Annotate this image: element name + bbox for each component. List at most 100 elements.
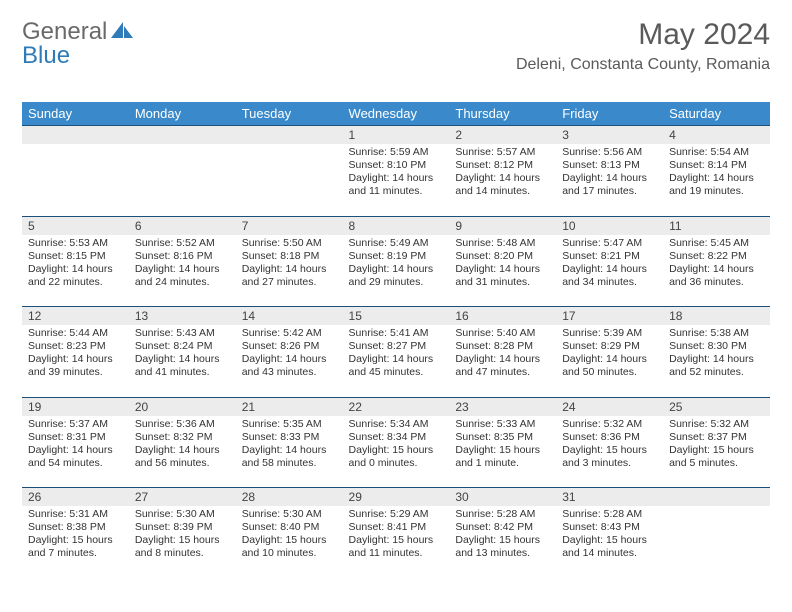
- day-detail-line: Daylight: 15 hours and 11 minutes.: [349, 534, 444, 560]
- day-details: Sunrise: 5:56 AMSunset: 8:13 PMDaylight:…: [562, 146, 657, 199]
- day-body-cell: Sunrise: 5:35 AMSunset: 8:33 PMDaylight:…: [236, 416, 343, 488]
- day-detail-line: Daylight: 14 hours and 58 minutes.: [242, 444, 337, 470]
- day-detail-line: Sunrise: 5:47 AM: [562, 237, 657, 250]
- day-number-cell: 24: [556, 397, 663, 416]
- day-detail-line: Daylight: 14 hours and 29 minutes.: [349, 263, 444, 289]
- day-number-row: 19202122232425: [22, 397, 770, 416]
- weekday-header: Sunday: [22, 102, 129, 126]
- day-body-cell: Sunrise: 5:47 AMSunset: 8:21 PMDaylight:…: [556, 235, 663, 307]
- day-number-cell: [663, 488, 770, 507]
- day-detail-line: Sunset: 8:40 PM: [242, 521, 337, 534]
- day-detail-line: Daylight: 15 hours and 0 minutes.: [349, 444, 444, 470]
- day-number-cell: 17: [556, 307, 663, 326]
- day-number-cell: 27: [129, 488, 236, 507]
- day-detail-line: Sunrise: 5:35 AM: [242, 418, 337, 431]
- day-detail-line: Sunset: 8:14 PM: [669, 159, 764, 172]
- day-details: Sunrise: 5:28 AMSunset: 8:42 PMDaylight:…: [455, 508, 550, 561]
- day-detail-line: Daylight: 14 hours and 56 minutes.: [135, 444, 230, 470]
- day-body-cell: Sunrise: 5:30 AMSunset: 8:40 PMDaylight:…: [236, 506, 343, 578]
- day-details: Sunrise: 5:30 AMSunset: 8:39 PMDaylight:…: [135, 508, 230, 561]
- day-detail-line: Daylight: 14 hours and 31 minutes.: [455, 263, 550, 289]
- day-detail-line: Sunrise: 5:50 AM: [242, 237, 337, 250]
- day-detail-line: Sunset: 8:41 PM: [349, 521, 444, 534]
- day-detail-line: Sunset: 8:15 PM: [28, 250, 123, 263]
- day-details: Sunrise: 5:29 AMSunset: 8:41 PMDaylight:…: [349, 508, 444, 561]
- weekday-header-row: Sunday Monday Tuesday Wednesday Thursday…: [22, 102, 770, 126]
- day-number-cell: 9: [449, 216, 556, 235]
- day-number-cell: [129, 126, 236, 145]
- day-detail-line: Sunset: 8:12 PM: [455, 159, 550, 172]
- day-details: Sunrise: 5:44 AMSunset: 8:23 PMDaylight:…: [28, 327, 123, 380]
- day-number-cell: 5: [22, 216, 129, 235]
- day-details: Sunrise: 5:36 AMSunset: 8:32 PMDaylight:…: [135, 418, 230, 471]
- day-detail-line: Daylight: 14 hours and 34 minutes.: [562, 263, 657, 289]
- day-detail-line: Sunrise: 5:37 AM: [28, 418, 123, 431]
- location-label: Deleni, Constanta County, Romania: [516, 56, 770, 74]
- calendar-body: 1234Sunrise: 5:59 AMSunset: 8:10 PMDayli…: [22, 126, 770, 579]
- day-body-cell: Sunrise: 5:52 AMSunset: 8:16 PMDaylight:…: [129, 235, 236, 307]
- month-title: May 2024: [516, 18, 770, 52]
- day-body-cell: Sunrise: 5:43 AMSunset: 8:24 PMDaylight:…: [129, 325, 236, 397]
- day-number-cell: 19: [22, 397, 129, 416]
- day-detail-line: Daylight: 14 hours and 45 minutes.: [349, 353, 444, 379]
- day-details: Sunrise: 5:57 AMSunset: 8:12 PMDaylight:…: [455, 146, 550, 199]
- day-number-cell: 23: [449, 397, 556, 416]
- day-detail-line: Daylight: 14 hours and 36 minutes.: [669, 263, 764, 289]
- day-detail-line: Daylight: 15 hours and 10 minutes.: [242, 534, 337, 560]
- day-number-cell: 28: [236, 488, 343, 507]
- day-number-cell: 18: [663, 307, 770, 326]
- day-detail-line: Daylight: 14 hours and 27 minutes.: [242, 263, 337, 289]
- day-number-cell: 22: [343, 397, 450, 416]
- day-body-cell: Sunrise: 5:57 AMSunset: 8:12 PMDaylight:…: [449, 144, 556, 216]
- day-detail-line: Sunset: 8:42 PM: [455, 521, 550, 534]
- day-details: Sunrise: 5:33 AMSunset: 8:35 PMDaylight:…: [455, 418, 550, 471]
- day-number-cell: 29: [343, 488, 450, 507]
- day-body-cell: Sunrise: 5:38 AMSunset: 8:30 PMDaylight:…: [663, 325, 770, 397]
- day-detail-line: Daylight: 15 hours and 3 minutes.: [562, 444, 657, 470]
- day-body-cell: Sunrise: 5:30 AMSunset: 8:39 PMDaylight:…: [129, 506, 236, 578]
- day-number-cell: 14: [236, 307, 343, 326]
- day-detail-line: Sunrise: 5:59 AM: [349, 146, 444, 159]
- calendar-table: Sunday Monday Tuesday Wednesday Thursday…: [22, 102, 770, 578]
- day-detail-line: Sunrise: 5:31 AM: [28, 508, 123, 521]
- day-number-cell: 4: [663, 126, 770, 145]
- day-detail-line: Sunset: 8:29 PM: [562, 340, 657, 353]
- day-detail-line: Daylight: 14 hours and 54 minutes.: [28, 444, 123, 470]
- weekday-header: Tuesday: [236, 102, 343, 126]
- day-detail-line: Sunset: 8:34 PM: [349, 431, 444, 444]
- weekday-header: Monday: [129, 102, 236, 126]
- day-detail-line: Sunrise: 5:28 AM: [455, 508, 550, 521]
- day-body-cell: Sunrise: 5:32 AMSunset: 8:37 PMDaylight:…: [663, 416, 770, 488]
- day-detail-line: Sunrise: 5:54 AM: [669, 146, 764, 159]
- day-body-cell: Sunrise: 5:48 AMSunset: 8:20 PMDaylight:…: [449, 235, 556, 307]
- day-body-cell: [663, 506, 770, 578]
- day-details: Sunrise: 5:32 AMSunset: 8:36 PMDaylight:…: [562, 418, 657, 471]
- day-details: Sunrise: 5:43 AMSunset: 8:24 PMDaylight:…: [135, 327, 230, 380]
- day-number-cell: [236, 126, 343, 145]
- day-detail-line: Sunrise: 5:48 AM: [455, 237, 550, 250]
- day-detail-line: Sunrise: 5:57 AM: [455, 146, 550, 159]
- day-details: Sunrise: 5:52 AMSunset: 8:16 PMDaylight:…: [135, 237, 230, 290]
- day-body-cell: [129, 144, 236, 216]
- day-detail-line: Sunset: 8:30 PM: [669, 340, 764, 353]
- day-detail-line: Sunrise: 5:49 AM: [349, 237, 444, 250]
- day-body-cell: Sunrise: 5:49 AMSunset: 8:19 PMDaylight:…: [343, 235, 450, 307]
- day-number-cell: 3: [556, 126, 663, 145]
- day-details: Sunrise: 5:38 AMSunset: 8:30 PMDaylight:…: [669, 327, 764, 380]
- day-detail-line: Sunset: 8:21 PM: [562, 250, 657, 263]
- day-body-cell: Sunrise: 5:50 AMSunset: 8:18 PMDaylight:…: [236, 235, 343, 307]
- day-detail-line: Sunset: 8:36 PM: [562, 431, 657, 444]
- day-body-cell: Sunrise: 5:44 AMSunset: 8:23 PMDaylight:…: [22, 325, 129, 397]
- day-body-cell: Sunrise: 5:33 AMSunset: 8:35 PMDaylight:…: [449, 416, 556, 488]
- day-body-cell: Sunrise: 5:45 AMSunset: 8:22 PMDaylight:…: [663, 235, 770, 307]
- day-body-cell: [236, 144, 343, 216]
- day-number-cell: 10: [556, 216, 663, 235]
- day-detail-line: Daylight: 14 hours and 11 minutes.: [349, 172, 444, 198]
- day-detail-line: Sunset: 8:19 PM: [349, 250, 444, 263]
- weekday-header: Wednesday: [343, 102, 450, 126]
- day-detail-line: Sunrise: 5:44 AM: [28, 327, 123, 340]
- day-detail-line: Sunset: 8:18 PM: [242, 250, 337, 263]
- day-body-cell: Sunrise: 5:56 AMSunset: 8:13 PMDaylight:…: [556, 144, 663, 216]
- day-detail-line: Sunset: 8:39 PM: [135, 521, 230, 534]
- day-details: Sunrise: 5:49 AMSunset: 8:19 PMDaylight:…: [349, 237, 444, 290]
